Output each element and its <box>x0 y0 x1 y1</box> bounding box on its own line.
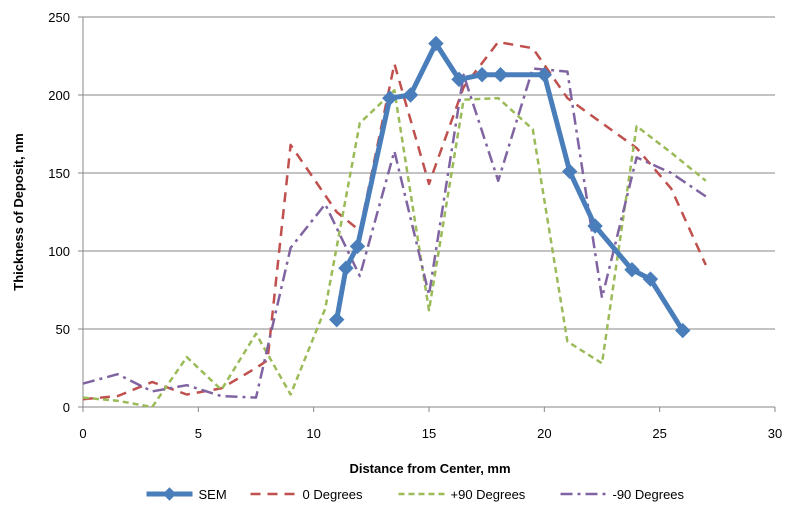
y-tick-label: 50 <box>56 322 70 337</box>
x-tick-label: 20 <box>537 426 551 441</box>
series-line-90-degrees <box>82 67 707 399</box>
axes-layer <box>82 17 775 408</box>
legend-label: -90 Degrees <box>613 487 685 502</box>
x-tick-label: 10 <box>306 426 320 441</box>
x-axis-title: Distance from Center, mm <box>349 461 510 476</box>
series-layer <box>82 35 707 409</box>
data-point-sem <box>675 322 691 339</box>
data-point-sem <box>492 67 509 83</box>
data-point-sem <box>402 87 419 103</box>
data-point-sem <box>642 271 659 287</box>
y-tick-label: 200 <box>48 88 70 103</box>
legend-item-90-degrees: +90 Degrees <box>398 487 526 502</box>
series-line-90-degrees <box>82 89 707 409</box>
legend-label: 0 Degrees <box>303 487 363 502</box>
data-point-sem <box>338 260 354 276</box>
legend-label: SEM <box>199 487 227 502</box>
legend: SEM 0 Degrees +90 Degrees -90 Degrees <box>146 487 685 502</box>
y-axis-title: Thickness of Deposit, nm <box>11 133 26 290</box>
legend-item-sem: SEM <box>146 487 227 502</box>
x-tick-label: 30 <box>768 426 782 441</box>
data-point-sem <box>349 238 366 255</box>
data-point-sem <box>536 67 553 83</box>
y-tick-label: 250 <box>48 10 70 25</box>
y-tick-label: 150 <box>48 166 70 181</box>
legend-label: +90 Degrees <box>451 487 526 502</box>
ticks-layer: 0 50 100 150 200 250 0 5 10 15 20 25 30 <box>48 10 782 441</box>
data-point-sem <box>561 163 578 180</box>
data-point-sem <box>329 311 345 328</box>
x-tick-label: 5 <box>195 426 202 441</box>
series-line-0-degrees <box>82 40 707 401</box>
data-point-sem <box>624 262 640 278</box>
x-tick-label: 0 <box>79 426 86 441</box>
data-point-sem <box>587 218 603 234</box>
grid-layer <box>83 16 775 330</box>
x-tick-label: 15 <box>422 426 436 441</box>
y-tick-label: 0 <box>63 400 70 415</box>
data-point-sem <box>451 71 467 88</box>
legend-item-90-degrees: -90 Degrees <box>560 487 685 502</box>
legend-item-0-degrees: 0 Degrees <box>250 487 363 502</box>
legend-marker <box>162 487 177 501</box>
data-point-sem <box>382 90 398 106</box>
y-tick-label: 100 <box>48 244 70 259</box>
x-tick-label: 25 <box>652 426 666 441</box>
data-point-sem <box>428 35 444 52</box>
data-point-sem <box>474 67 490 83</box>
